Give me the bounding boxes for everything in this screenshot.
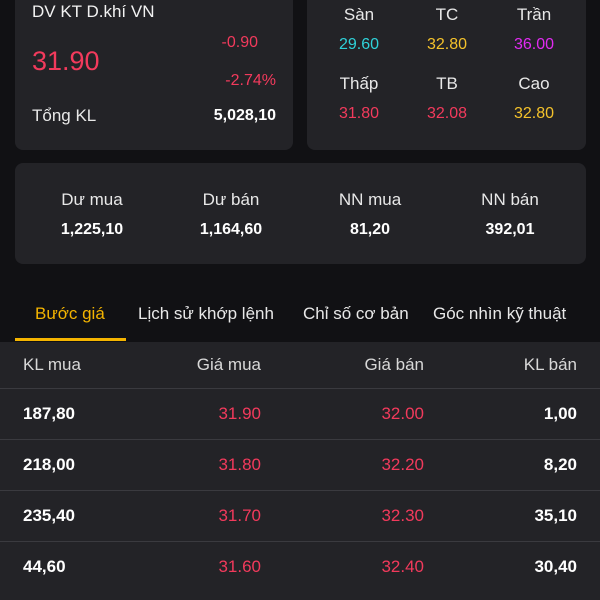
last-price: 31.90 [32, 46, 100, 76]
table-row[interactable]: 218,00 31.80 32.20 8,20 [0, 439, 600, 491]
high-label: Cao [518, 74, 550, 93]
order-book-header: KL mua Giá mua Giá bán KL bán [0, 342, 600, 388]
foreign-buy-value: 81,20 [349, 221, 391, 238]
floor-value: 29.60 [338, 36, 380, 53]
tab-fundamentals[interactable]: Chỉ số cơ bản [303, 304, 409, 323]
market-stats-card: Dư mua 1,225,10 Dư bán 1,164,60 NN mua 8… [15, 163, 586, 264]
bid-surplus-label: Dư mua [61, 190, 123, 209]
ask-price: 32.30 [381, 506, 424, 525]
ceiling-label: Trần [516, 5, 552, 24]
table-row[interactable]: 187,80 31.90 32.00 1,00 [0, 388, 600, 440]
tab-price-steps[interactable]: Bước giá [35, 304, 105, 323]
bid-volume: 235,40 [23, 506, 75, 525]
bid-volume: 44,60 [23, 557, 66, 576]
ask-volume: 35,10 [534, 506, 577, 525]
active-tab-indicator [15, 338, 126, 341]
low-label: Thấp [339, 74, 379, 93]
detail-tabs: Bước giá Lịch sử khớp lệnh Chỉ số cơ bản… [0, 290, 600, 342]
average-value: 32.08 [426, 105, 468, 122]
bid-price: 31.90 [218, 404, 261, 423]
low-value: 31.80 [338, 105, 380, 122]
ceiling-value: 36.00 [513, 36, 555, 53]
ask-price: 32.20 [381, 455, 424, 474]
stock-name: DV KT D.khí VN [32, 2, 155, 21]
reference-label: TC [435, 5, 459, 24]
ask-volume: 1,00 [543, 404, 577, 423]
bid-price-header: Giá mua [196, 355, 261, 374]
table-row[interactable]: 235,40 31.70 32.30 35,10 [0, 490, 600, 542]
foreign-sell-value: 392,01 [485, 221, 535, 238]
bid-price: 31.60 [218, 557, 261, 576]
ask-volume-header: KL bán [523, 355, 577, 374]
tab-technical-view[interactable]: Góc nhìn kỹ thuật [433, 304, 567, 323]
bid-surplus-value: 1,225,10 [60, 221, 124, 238]
ask-surplus-value: 1,164,60 [199, 221, 263, 238]
average-label: TB [436, 74, 458, 93]
ask-price: 32.00 [381, 404, 424, 423]
reference-value: 32.80 [426, 36, 468, 53]
order-book: KL mua Giá mua Giá bán KL bán 187,80 31.… [0, 342, 600, 600]
price-levels-card: Sàn 29.60 TC 32.80 Trần 36.00 Thấp 31.80… [307, 0, 586, 150]
bid-price: 31.70 [218, 506, 261, 525]
foreign-buy-label: NN mua [338, 190, 402, 209]
bid-volume: 218,00 [23, 455, 75, 474]
foreign-sell-label: NN bán [481, 190, 539, 209]
ask-volume: 30,40 [534, 557, 577, 576]
ask-surplus-label: Dư bán [202, 190, 260, 209]
bid-price: 31.80 [218, 455, 261, 474]
tab-match-history[interactable]: Lịch sử khớp lệnh [138, 304, 274, 323]
high-value: 32.80 [513, 105, 555, 122]
quote-summary-card: DV KT D.khí VN 31.90 -0.90 -2.74% Tổng K… [15, 0, 293, 150]
bid-volume: 187,80 [23, 404, 75, 423]
price-change: -0.90 [221, 34, 258, 51]
ask-price-header: Giá bán [364, 355, 424, 374]
ask-volume: 8,20 [543, 455, 577, 474]
table-row[interactable]: 44,60 31.60 32.40 30,40 [0, 541, 600, 593]
ask-price: 32.40 [381, 557, 424, 576]
floor-label: Sàn [343, 5, 375, 24]
total-volume-label: Tổng KL [32, 106, 97, 125]
bid-volume-header: KL mua [23, 355, 81, 374]
price-change-percent: -2.74% [225, 72, 276, 89]
total-volume-value: 5,028,10 [213, 107, 276, 124]
